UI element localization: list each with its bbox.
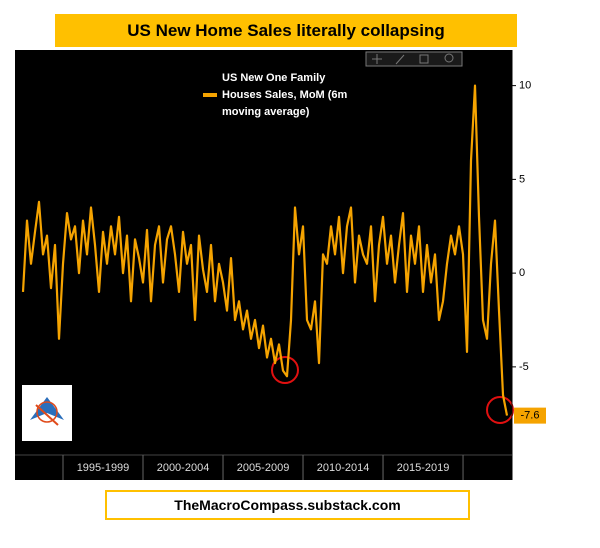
chart-title: US New Home Sales literally collapsing [55,14,517,47]
y-tick-label: 0 [519,267,525,279]
toolbar [365,51,463,67]
x-tick-label: 2010-2014 [317,462,370,474]
series-line [21,84,509,416]
y-tick-label: 10 [519,80,531,92]
y-tick-label: -5 [519,361,529,373]
x-tick-label: 2000-2004 [157,462,210,474]
last-value-box [514,407,546,424]
annotation-circle [271,356,299,384]
x-tick-label: 2005-2009 [237,462,290,474]
y-tick-label: 5 [519,173,525,185]
last-value-label: -7.6 [521,410,540,422]
legend-label: US New One Family Houses Sales, MoM (6m … [222,72,348,118]
footer: TheMacroCompass.substack.com [105,490,470,520]
logo [22,385,72,441]
annotation-circle [486,396,514,424]
legend-swatch [203,93,217,97]
x-tick-label: 1995-1999 [77,462,130,474]
x-tick-label: 2015-2019 [397,462,450,474]
